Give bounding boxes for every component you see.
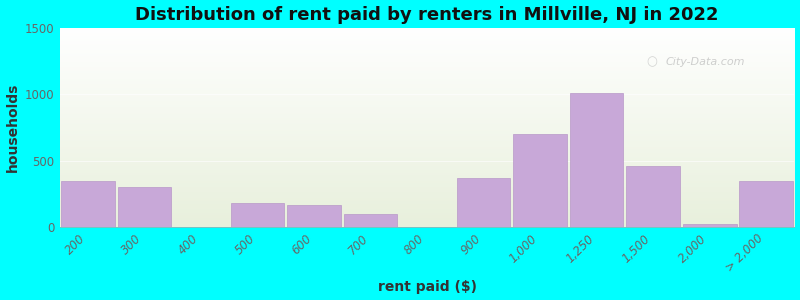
Bar [457, 178, 510, 227]
Bar [287, 206, 341, 227]
Bar [570, 93, 623, 227]
Text: ○: ○ [646, 55, 657, 68]
Bar [739, 181, 793, 227]
Bar [514, 134, 567, 227]
Bar [118, 188, 171, 227]
Bar [230, 203, 284, 227]
Title: Distribution of rent paid by renters in Millville, NJ in 2022: Distribution of rent paid by renters in … [135, 6, 718, 24]
Bar [344, 214, 398, 227]
Bar [683, 224, 737, 227]
Bar [61, 181, 114, 227]
Text: City-Data.com: City-Data.com [666, 57, 746, 67]
Bar [626, 166, 680, 227]
X-axis label: rent paid ($): rent paid ($) [378, 280, 477, 294]
Y-axis label: households: households [6, 83, 19, 172]
